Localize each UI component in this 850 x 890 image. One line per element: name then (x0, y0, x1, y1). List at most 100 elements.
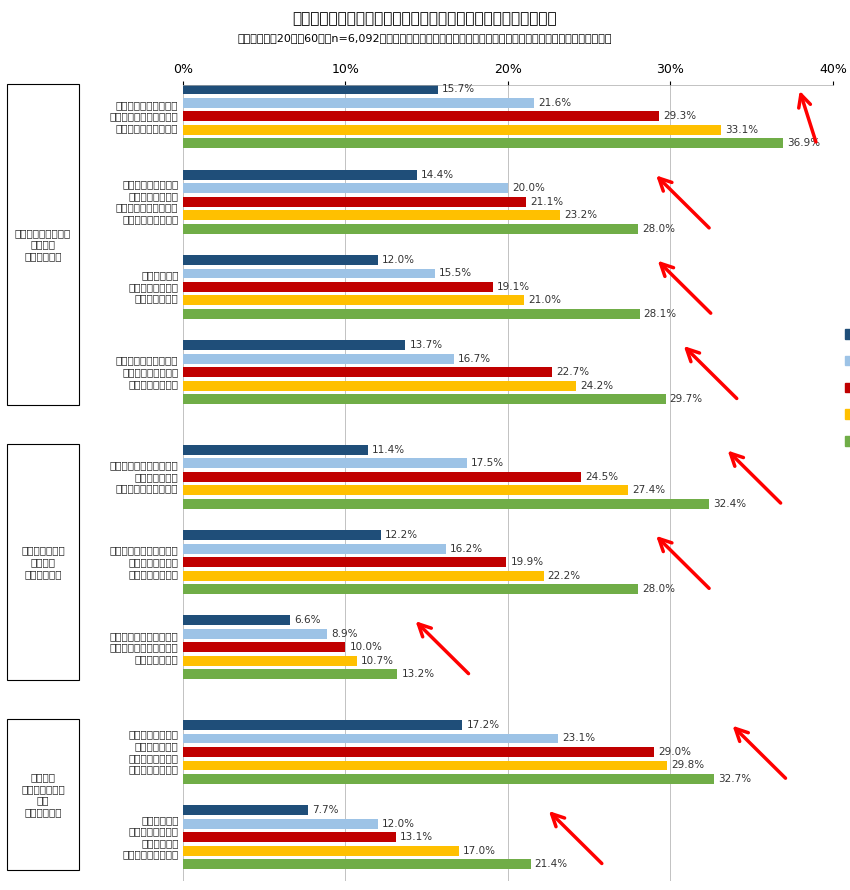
Bar (183, 832, 396, 842)
Bar (183, 210, 560, 220)
Text: 29.7%: 29.7% (670, 394, 703, 404)
Text: 22.7%: 22.7% (556, 368, 589, 377)
Bar (183, 98, 534, 108)
Bar (183, 295, 524, 305)
Text: 32.7%: 32.7% (718, 774, 751, 784)
Text: 29.0%: 29.0% (658, 747, 691, 757)
Bar (183, 354, 454, 364)
Text: 17.5%: 17.5% (471, 458, 504, 468)
Bar (183, 111, 659, 121)
Bar (183, 499, 710, 509)
Text: 21.6%: 21.6% (538, 98, 571, 108)
Text: 柔軟性や
失敗を恐れない
姿勢
に関する内容: 柔軟性や 失敗を恐れない 姿勢 に関する内容 (21, 773, 65, 817)
Text: 33.1%: 33.1% (725, 125, 758, 135)
Text: 19.1%: 19.1% (497, 282, 530, 292)
Text: 新しい方法や
前例のない仕事に
失敗を恐れず
チャレンジしている: 新しい方法や 前例のない仕事に 失敗を恐れず チャレンジしている (122, 815, 178, 860)
Text: 23.2%: 23.2% (564, 210, 597, 220)
Text: 仕事に対する価値観・若い年代ほど回答が少ない項目【年代別】: 仕事に対する価値観・若い年代ほど回答が少ない項目【年代別】 (292, 11, 558, 26)
Text: 13.1%: 13.1% (400, 832, 433, 842)
Bar (183, 616, 290, 626)
Text: 21.0%: 21.0% (528, 295, 561, 305)
Bar (183, 859, 530, 870)
Text: 22.2%: 22.2% (547, 570, 581, 580)
Bar (183, 629, 327, 639)
Text: 32.4%: 32.4% (713, 498, 746, 509)
Bar (183, 472, 581, 481)
Text: 15.7%: 15.7% (442, 85, 475, 94)
Bar (183, 223, 638, 233)
Text: 6.6%: 6.6% (294, 615, 320, 626)
Text: 決まったやり方を
踏襲するより、
効率のよい方法を
柔軟にとっている: 決まったやり方を 踏襲するより、 効率のよい方法を 柔軟にとっている (128, 730, 178, 774)
Text: （複数回答、20代～60代、n=6,092、「当てはまるものはない」・「分からない・答えられない」の回答を除く）: （複数回答、20代～60代、n=6,092、「当てはまるものはない」・「分からな… (238, 33, 612, 43)
Text: 29.8%: 29.8% (672, 760, 705, 771)
Bar (183, 846, 459, 855)
Text: 14.4%: 14.4% (421, 170, 454, 180)
Bar (183, 669, 397, 679)
Bar (183, 197, 526, 206)
Bar (183, 340, 405, 350)
Text: 職場の飲み会や食事会
などの懇親の機会は
意義があると思う: 職場の飲み会や食事会 などの懇親の機会は 意義があると思う (116, 356, 178, 389)
Bar (183, 544, 446, 554)
Legend: 20-29歳 (n=757), 30-39歳 (n=749), 40-49歳 (n=1,224), 50-59歳 (n=2,389), 60-69歳 (n=97: 20-29歳 (n=757), 30-39歳 (n=749), 40-49歳 (… (845, 329, 850, 447)
Bar (183, 458, 468, 468)
Text: 21.4%: 21.4% (535, 859, 568, 870)
Text: 自分の意見を
積極的に発言する
ようにしている: 自分の意見を 積極的に発言する ようにしている (128, 271, 178, 303)
Text: 17.0%: 17.0% (463, 846, 496, 856)
Bar (183, 761, 667, 771)
Text: 28.0%: 28.0% (642, 584, 675, 595)
Bar (183, 85, 438, 94)
Bar (183, 183, 507, 193)
Text: 10.0%: 10.0% (349, 643, 382, 652)
Bar (183, 819, 377, 829)
Text: 自分の業績だけでなく、
所属する組織に
貢献しようとしている: 自分の業績だけでなく、 所属する組織に 貢献しようとしている (110, 460, 178, 493)
Bar (183, 445, 368, 455)
Text: 7.7%: 7.7% (312, 805, 338, 815)
Text: 12.2%: 12.2% (385, 530, 418, 540)
Text: 16.7%: 16.7% (458, 353, 491, 364)
Bar (183, 557, 507, 567)
Text: 13.2%: 13.2% (401, 669, 434, 679)
Bar (183, 485, 628, 495)
Bar (183, 125, 721, 134)
Text: コミュニケーション
スタイル
に関する内容: コミュニケーション スタイル に関する内容 (14, 228, 71, 261)
Bar (183, 733, 558, 743)
Text: 12.0%: 12.0% (382, 255, 415, 265)
Text: 仕事で関わる人とは
自分から積極的に
コミュニケーションを
とるようにしている: 仕事で関わる人とは 自分から積極的に コミュニケーションを とるようにしている (116, 179, 178, 224)
Bar (183, 255, 377, 265)
Text: 27.4%: 27.4% (632, 485, 666, 496)
Text: 36.9%: 36.9% (786, 138, 819, 149)
Bar (183, 394, 666, 404)
Text: 顧客や社内の関係部署の
要望を叶えるため
なるべく努力する: 顧客や社内の関係部署の 要望を叶えるため なるべく努力する (110, 546, 178, 578)
Text: 23.1%: 23.1% (563, 733, 596, 743)
Text: 12.0%: 12.0% (382, 819, 415, 829)
Bar (183, 570, 544, 580)
Text: 29.3%: 29.3% (663, 111, 696, 121)
Bar (183, 381, 576, 391)
Bar (183, 368, 552, 377)
Text: 8.9%: 8.9% (332, 629, 358, 639)
Text: 20.0%: 20.0% (512, 183, 545, 193)
Bar (183, 309, 639, 319)
Bar (183, 720, 462, 730)
Text: 28.0%: 28.0% (642, 223, 675, 234)
Bar (183, 269, 434, 279)
Bar (183, 656, 357, 666)
Bar (183, 139, 783, 149)
Bar (183, 774, 714, 784)
Bar (183, 805, 308, 815)
Text: 10.7%: 10.7% (360, 656, 394, 666)
Text: 17.2%: 17.2% (467, 720, 500, 730)
Text: 19.9%: 19.9% (510, 557, 543, 567)
Bar (183, 643, 345, 652)
Bar (183, 747, 654, 756)
Text: 11.4%: 11.4% (372, 445, 405, 455)
Bar (183, 530, 381, 540)
Text: 28.1%: 28.1% (643, 309, 677, 319)
Text: プライベートの時間でも
仕事や仕事関連のことを
することが多い: プライベートの時間でも 仕事や仕事関連のことを することが多い (110, 631, 178, 664)
Text: 仕事や組織への
貢献意識
に関する内容: 仕事や組織への 貢献意識 に関する内容 (21, 546, 65, 578)
Text: 24.2%: 24.2% (581, 381, 614, 391)
Text: 15.5%: 15.5% (439, 269, 472, 279)
Bar (183, 170, 416, 180)
Text: 役職や年齢が上・下の
人とも同じように対等に
接するようにしている: 役職や年齢が上・下の 人とも同じように対等に 接するようにしている (110, 100, 178, 133)
Bar (183, 584, 638, 594)
